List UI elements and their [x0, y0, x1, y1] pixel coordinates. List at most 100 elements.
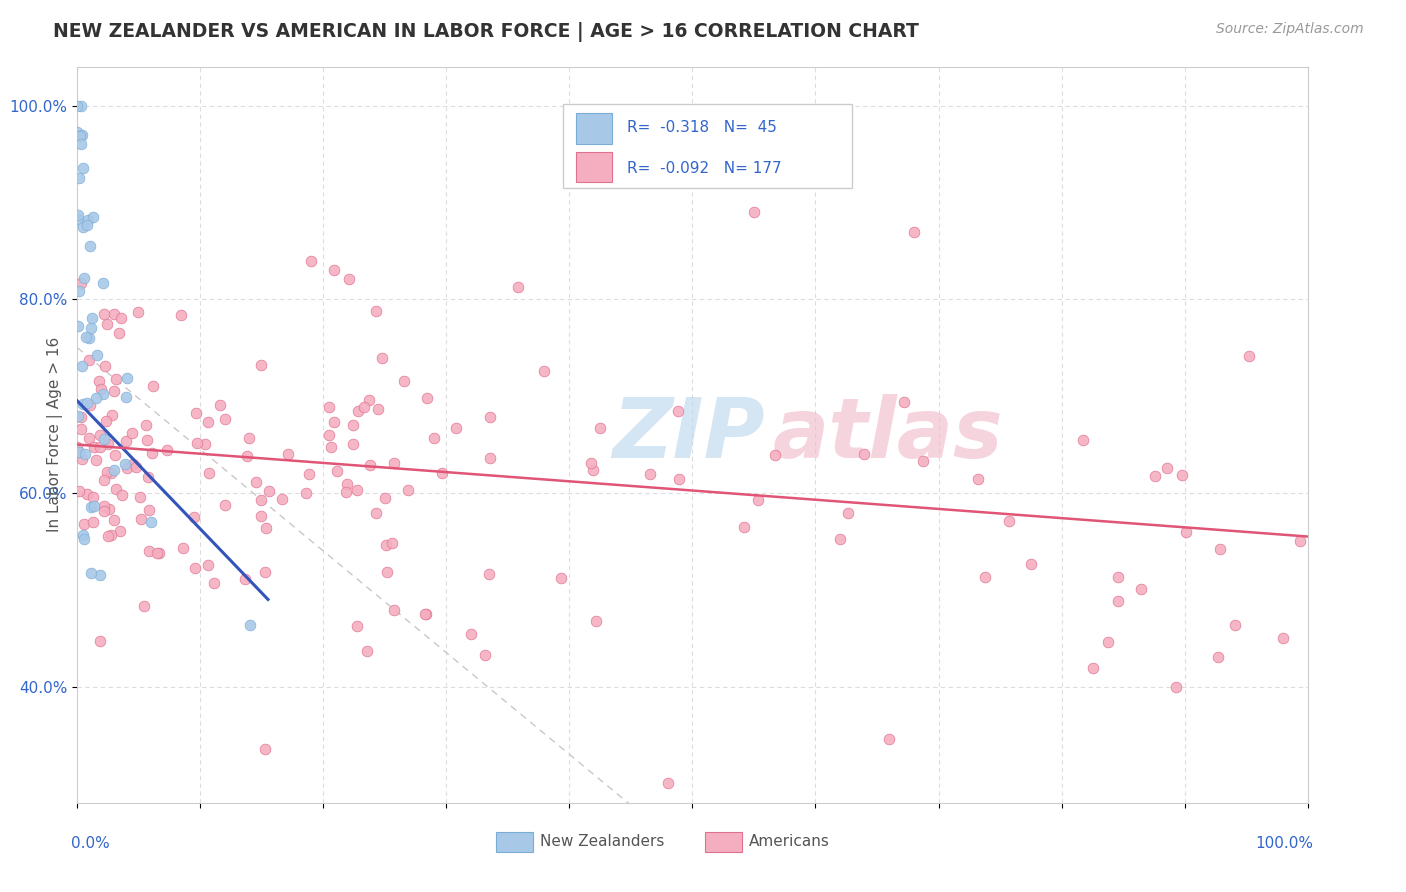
- Point: [336, 477, 359, 491]
- Point: [82, 515, 104, 529]
- Point: [66, 318, 89, 333]
- Point: [1019, 557, 1042, 571]
- Point: [1144, 469, 1167, 483]
- Point: [742, 205, 765, 219]
- Point: [86, 348, 108, 362]
- Point: [115, 461, 138, 475]
- Point: [108, 326, 131, 341]
- FancyBboxPatch shape: [564, 103, 852, 188]
- FancyBboxPatch shape: [575, 113, 613, 145]
- Point: [253, 741, 276, 756]
- Point: [585, 615, 607, 629]
- Point: [366, 507, 388, 521]
- Point: [77, 431, 100, 445]
- Point: [1237, 349, 1260, 363]
- Point: [506, 279, 529, 293]
- Point: [73, 533, 96, 547]
- Point: [86, 392, 108, 406]
- Point: [416, 391, 439, 405]
- Point: [254, 565, 277, 579]
- Point: [96, 465, 118, 479]
- Point: [638, 467, 661, 482]
- Point: [104, 482, 127, 496]
- Point: [72, 528, 94, 542]
- Point: [104, 448, 127, 462]
- Point: [657, 776, 679, 790]
- Point: [184, 406, 207, 420]
- Point: [214, 498, 236, 512]
- Text: Americans: Americans: [749, 834, 830, 849]
- Point: [342, 437, 364, 451]
- Point: [136, 433, 159, 447]
- Point: [1289, 533, 1312, 548]
- Text: 0.0%: 0.0%: [72, 836, 110, 851]
- Point: [91, 387, 114, 401]
- Point: [903, 225, 925, 239]
- Point: [392, 374, 415, 388]
- Point: [359, 458, 381, 472]
- Point: [238, 431, 260, 445]
- Point: [93, 307, 115, 321]
- Point: [93, 503, 115, 517]
- Point: [82, 491, 104, 505]
- Point: [245, 475, 267, 489]
- Point: [70, 128, 93, 142]
- Point: [114, 434, 136, 449]
- Point: [100, 467, 122, 481]
- Point: [79, 500, 101, 514]
- Point: [76, 396, 98, 410]
- Point: [375, 565, 398, 579]
- Point: [1129, 582, 1152, 596]
- Point: [893, 395, 915, 409]
- Point: [141, 446, 163, 460]
- Point: [129, 512, 152, 526]
- Point: [103, 513, 125, 527]
- Point: [138, 503, 160, 517]
- Point: [170, 308, 193, 322]
- Point: [69, 129, 91, 144]
- Text: NEW ZEALANDER VS AMERICAN IN LABOR FORCE | AGE > 16 CORRELATION CHART: NEW ZEALANDER VS AMERICAN IN LABOR FORCE…: [53, 22, 920, 42]
- Point: [79, 398, 101, 412]
- Point: [259, 483, 281, 498]
- Point: [76, 487, 98, 501]
- Point: [233, 572, 256, 586]
- Point: [80, 321, 103, 335]
- Point: [235, 449, 257, 463]
- Point: [966, 472, 988, 486]
- Point: [479, 450, 502, 465]
- Point: [94, 414, 117, 428]
- FancyBboxPatch shape: [704, 831, 742, 852]
- Point: [1108, 594, 1130, 608]
- Point: [122, 457, 145, 471]
- Point: [72, 219, 94, 234]
- Point: [194, 437, 217, 451]
- Point: [83, 440, 105, 454]
- Point: [76, 218, 98, 232]
- Point: [323, 415, 346, 429]
- Point: [297, 467, 319, 481]
- Point: [73, 516, 96, 531]
- Point: [72, 161, 94, 175]
- Point: [321, 441, 343, 455]
- Point: [366, 303, 388, 318]
- Point: [79, 238, 101, 252]
- Point: [67, 212, 90, 227]
- Point: [347, 403, 370, 417]
- Point: [1083, 661, 1105, 675]
- Point: [90, 382, 112, 396]
- Point: [415, 607, 437, 621]
- Point: [67, 208, 90, 222]
- Point: [367, 402, 389, 417]
- Point: [430, 466, 453, 480]
- Point: [837, 506, 859, 520]
- Point: [97, 529, 120, 543]
- Point: [93, 432, 115, 446]
- Point: [70, 451, 93, 466]
- Point: [72, 397, 94, 411]
- Point: [70, 98, 93, 112]
- Point: [254, 521, 277, 535]
- Point: [668, 404, 690, 418]
- Point: [136, 470, 159, 484]
- Point: [156, 443, 179, 458]
- Point: [103, 462, 125, 476]
